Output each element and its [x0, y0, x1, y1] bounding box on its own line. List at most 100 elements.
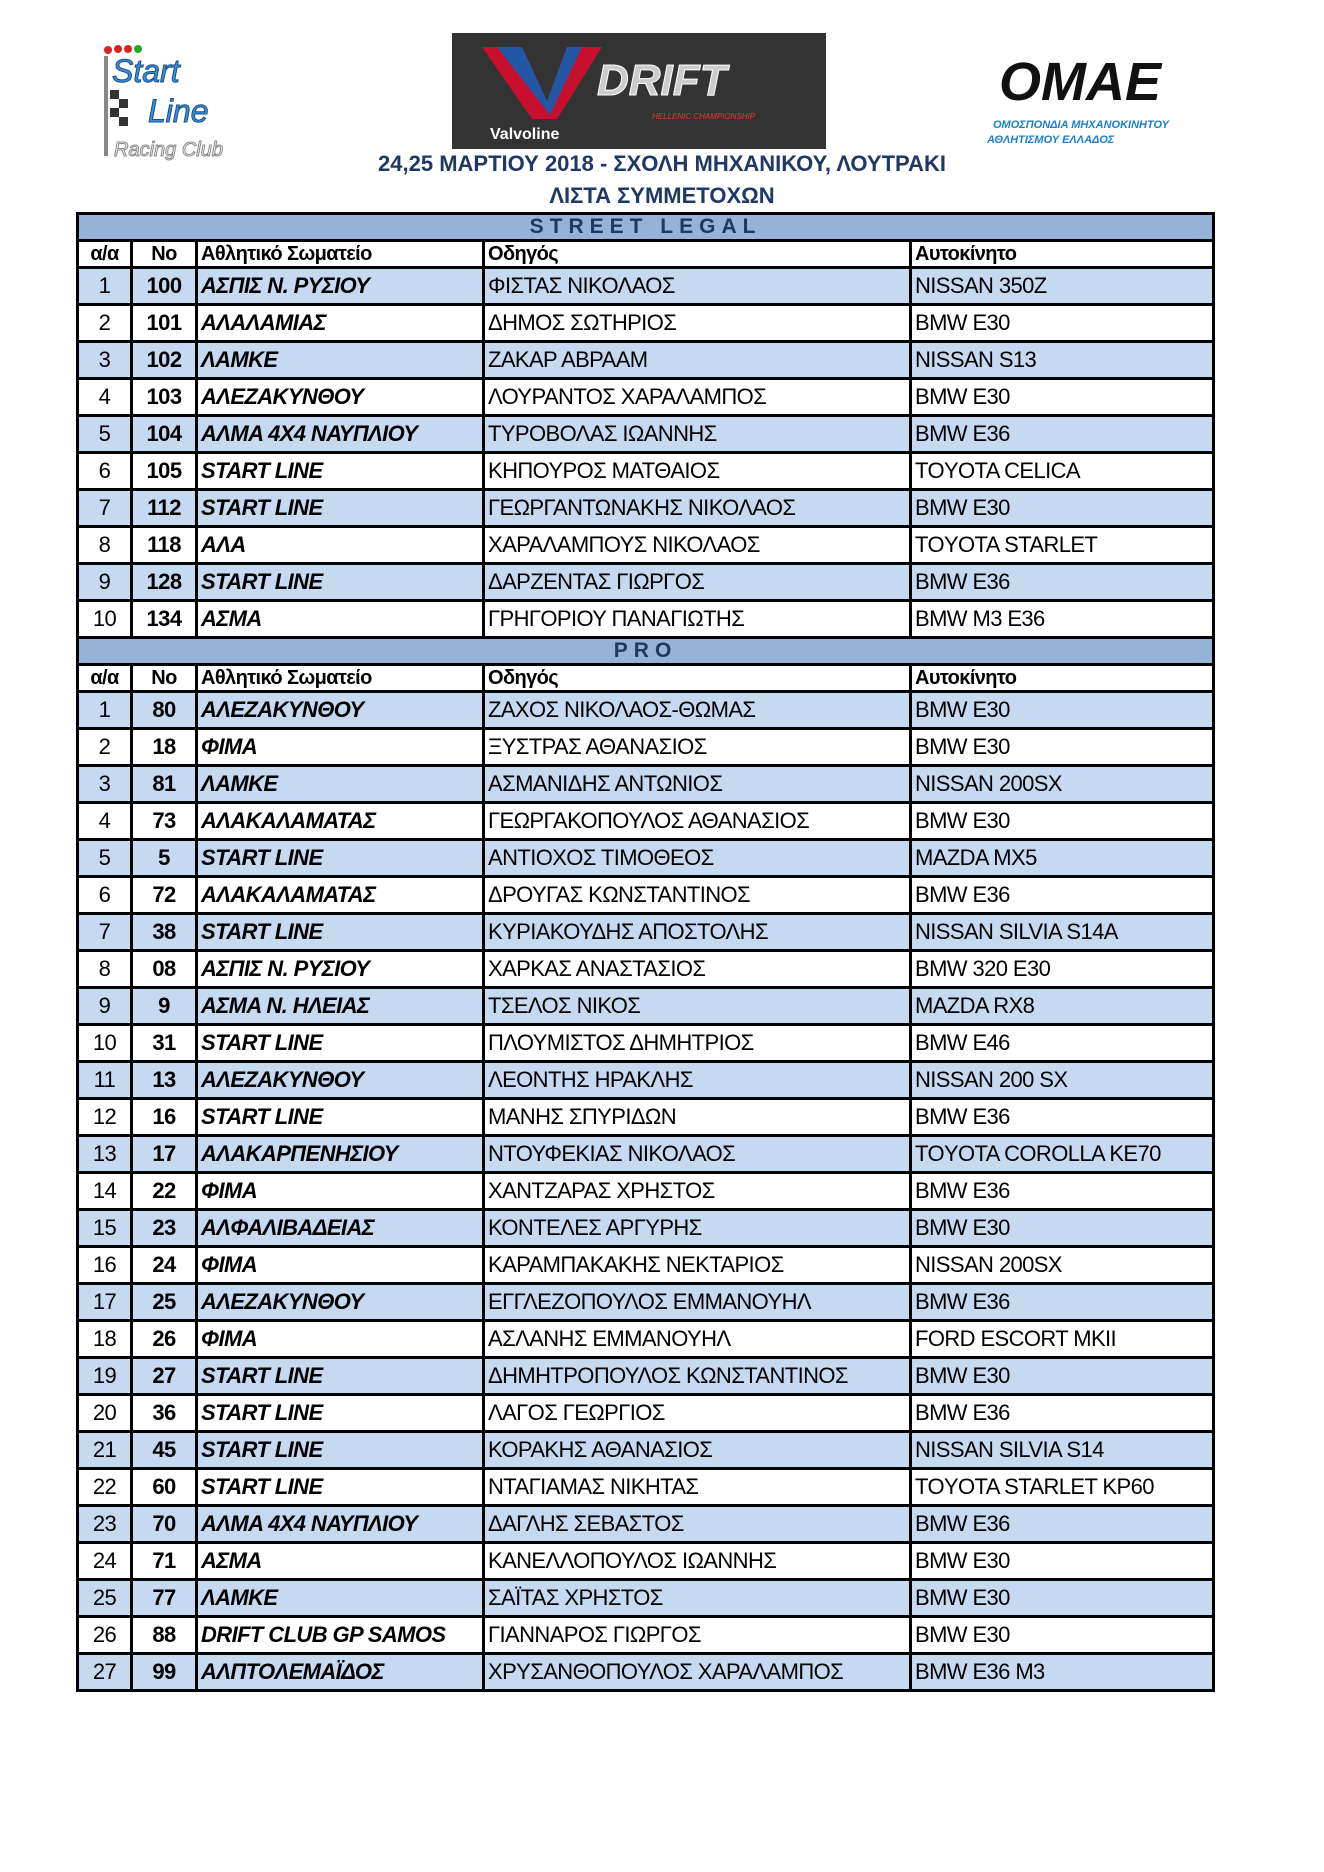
table-row: 8 08 ΑΣΠΙΣ Ν. ΡΥΣΙΟΥ ΧΑΡΚΑΣ ΑΝΑΣΤΑΣΙΟΣ BMW 3…	[76, 949, 1216, 989]
club-cell: START LINE	[195, 838, 485, 878]
club-cell: START LINE	[195, 1467, 485, 1507]
table-row: 21 45 START LINE ΚΟΡΑΚΗΣ ΑΘΑΝΑΣΙΟΣ NISSAN SI…	[76, 1430, 1216, 1470]
car-cell: BMW E30	[908, 1356, 1216, 1396]
svg-text:Line: Line	[148, 93, 209, 129]
svg-text:ΑΘΛΗΤΙΣΜΟΥ ΕΛΛΑΔΟΣ: ΑΘΛΗΤΙΣΜΟΥ ΕΛΛΑΔΟΣ	[986, 134, 1115, 146]
car-cell: BMW E30	[908, 690, 1216, 730]
car-number-cell: 81	[130, 764, 198, 804]
car-cell: NISSAN 200 SX	[908, 1060, 1216, 1100]
car-cell: NISSAN SILVIA S14	[908, 1430, 1216, 1470]
car-cell: BMW E30	[908, 377, 1216, 417]
car-number-cell: 5	[130, 838, 198, 878]
column-header-driver: Οδηγός	[482, 663, 912, 693]
car-cell: BMW 320 E30	[908, 949, 1216, 989]
driver-cell: ΖΑΚΑΡ ΑΒΡΑΑΜ	[482, 340, 912, 380]
table-row: 22 60 START LINE ΝΤΑΓΙΑΜΑΣ ΝΙΚΗΤΑΣ TOYOTA ST…	[76, 1467, 1216, 1507]
club-cell: ΑΛΜΑ 4Χ4 ΝΑΥΠΛΙΟΥ	[195, 414, 485, 454]
club-cell: ΦΙΜΑ	[195, 727, 485, 767]
car-number-cell: 128	[130, 562, 198, 602]
car-cell: BMW E30	[908, 488, 1216, 528]
driver-cell: ΓΡΗΓΟΡΙΟΥ ΠΑΝΑΓΙΩΤΗΣ	[482, 599, 912, 639]
club-cell: ΑΛΦΑΛΙΒΑΔΕΙΑΣ	[195, 1208, 485, 1248]
start-line-logo: Start Line Racing Club	[100, 44, 315, 162]
table-row: 1 100 ΑΣΠΙΣ Ν. ΡΥΣΙΟΥ ΦΙΣΤΑΣ ΝΙΚΟΛΑΟΣ NISSAN…	[76, 266, 1216, 306]
club-cell: START LINE	[195, 451, 485, 491]
table-row: 13 17 ΑΛΑΚΑΡΠΕΝΗΣΙΟΥ ΝΤΟΥΦΕΚΙΑΣ ΝΙΚΟΛΑΟΣ TOY…	[76, 1134, 1216, 1174]
row-index-cell: 27	[76, 1652, 133, 1692]
table-row: 3 102 ΛΑΜΚΕ ΖΑΚΑΡ ΑΒΡΑΑΜ NISSAN S13	[76, 340, 1216, 380]
row-index-cell: 18	[76, 1319, 133, 1359]
table-row: 8 118 ΑΛΑ ΧΑΡΑΛΑΜΠΟΥΣ ΝΙΚΟΛΑΟΣ TOYOTA STARLE…	[76, 525, 1216, 565]
table-row: 4 73 ΑΛΑΚΑΛΑΜΑΤΑΣ ΓΕΩΡΓΑΚΟΠΟΥΛΟΣ ΑΘΑΝΑΣΙΟΣ B…	[76, 801, 1216, 841]
car-number-cell: 77	[130, 1578, 198, 1618]
driver-cell: ΔΗΜΟΣ ΣΩΤΗΡΙΟΣ	[482, 303, 912, 343]
driver-cell: ΑΝΤΙΟΧΟΣ ΤΙΜΟΘΕΟΣ	[482, 838, 912, 878]
row-index-cell: 10	[76, 1023, 133, 1063]
column-header-row-index: α/α	[76, 663, 133, 693]
row-index-cell: 17	[76, 1282, 133, 1322]
club-cell: ΑΛΑΚΑΛΑΜΑΤΑΣ	[195, 875, 485, 915]
car-number-cell: 23	[130, 1208, 198, 1248]
table-row: 15 23 ΑΛΦΑΛΙΒΑΔΕΙΑΣ ΚΟΝΤΕΛΕΣ ΑΡΓΥΡΗΣ BMW E30	[76, 1208, 1216, 1248]
table-row: 9 9 ΑΣΜΑ Ν. ΗΛΕΙΑΣ ΤΣΕΛΟΣ ΝΙΚΟΣ MAZDA RX8	[76, 986, 1216, 1026]
car-cell: BMW E30	[908, 1578, 1216, 1618]
row-index-cell: 11	[76, 1060, 133, 1100]
column-header-row: α/α Νο Αθλητικό Σωματείο Οδηγός Αυτοκίνητο	[76, 239, 1216, 269]
car-cell: BMW E36	[908, 1171, 1216, 1211]
table-row: 2 18 ΦΙΜΑ ΞΥΣΤΡΑΣ ΑΘΑΝΑΣΙΟΣ BMW E30	[76, 727, 1216, 767]
table-row: 20 36 START LINE ΛΑΓΟΣ ΓΕΩΡΓΙΟΣ BMW E36	[76, 1393, 1216, 1433]
row-index-cell: 15	[76, 1208, 133, 1248]
car-cell: BMW E36	[908, 562, 1216, 602]
car-number-cell: 60	[130, 1467, 198, 1507]
row-index-cell: 21	[76, 1430, 133, 1470]
car-cell: NISSAN S13	[908, 340, 1216, 380]
svg-text:DRIFT: DRIFT	[597, 56, 730, 105]
club-cell: ΑΛΜΑ 4Χ4 ΝΑΥΠΛΙΟΥ	[195, 1504, 485, 1544]
car-cell: NISSAN 200SX	[908, 764, 1216, 804]
club-cell: START LINE	[195, 1023, 485, 1063]
car-cell: BMW E36	[908, 414, 1216, 454]
car-number-cell: 13	[130, 1060, 198, 1100]
section-title: STREET LEGAL	[75, 212, 1216, 242]
driver-cell: ΤΥΡΟΒΟΛΑΣ ΙΩΑΝΝΗΣ	[482, 414, 912, 454]
driver-cell: ΦΙΣΤΑΣ ΝΙΚΟΛΑΟΣ	[482, 266, 912, 306]
car-number-cell: 104	[130, 414, 198, 454]
club-cell: ΦΙΜΑ	[195, 1171, 485, 1211]
row-index-cell: 5	[76, 414, 133, 454]
table-row: 10 134 ΑΣΜΑ ΓΡΗΓΟΡΙΟΥ ΠΑΝΑΓΙΩΤΗΣ BMW M3 E36	[76, 599, 1216, 639]
car-number-cell: 102	[130, 340, 198, 380]
svg-text:HELLENIC CHAMPIONSHIP: HELLENIC CHAMPIONSHIP	[652, 112, 756, 121]
car-cell: NISSAN 350Z	[908, 266, 1216, 306]
section-title: PRO	[75, 636, 1216, 666]
row-index-cell: 1	[76, 690, 133, 730]
car-number-cell: 70	[130, 1504, 198, 1544]
table-row: 14 22 ΦΙΜΑ ΧΑΝΤΖΑΡΑΣ ΧΡΗΣΤΟΣ BMW E36	[76, 1171, 1216, 1211]
driver-cell: ΝΤΟΥΦΕΚΙΑΣ ΝΙΚΟΛΑΟΣ	[482, 1134, 912, 1174]
driver-cell: ΕΓΓΛΕΖΟΠΟΥΛΟΣ ΕΜΜΑΝΟΥΗΛ	[482, 1282, 912, 1322]
driver-cell: ΚΥΡΙΑΚΟΥΔΗΣ ΑΠΟΣΤΟΛΗΣ	[482, 912, 912, 952]
table-row: 3 81 ΛΑΜΚΕ ΑΣΜΑΝΙΔΗΣ ΑΝΤΩΝΙΟΣ NISSAN 200SX	[76, 764, 1216, 804]
car-cell: BMW E30	[908, 1541, 1216, 1581]
svg-text:Start: Start	[112, 53, 181, 89]
club-cell: START LINE	[195, 488, 485, 528]
table-row: 5 104 ΑΛΜΑ 4Χ4 ΝΑΥΠΛΙΟΥ ΤΥΡΟΒΟΛΑΣ ΙΩΑΝΝΗΣ BM…	[76, 414, 1216, 454]
driver-cell: ΧΡΥΣΑΝΘΟΠΟΥΛΟΣ ΧΑΡΑΛΑΜΠΟΣ	[482, 1652, 912, 1692]
row-index-cell: 26	[76, 1615, 133, 1655]
car-cell: BMW E36	[908, 1504, 1216, 1544]
table-row: 6 72 ΑΛΑΚΑΛΑΜΑΤΑΣ ΔΡΟΥΓΑΣ ΚΩΝΣΤΑΝΤΙΝΟΣ BMW E…	[76, 875, 1216, 915]
section-header: PRO	[75, 636, 1216, 666]
svg-text:ΟΜΟΣΠΟΝΔΙΑ ΜΗΧΑΝΟΚΙΝΗΤΟΥ: ΟΜΟΣΠΟΝΔΙΑ ΜΗΧΑΝΟΚΙΝΗΤΟΥ	[993, 119, 1171, 131]
table-row: 7 112 START LINE ΓΕΩΡΓΑΝΤΩΝΑΚΗΣ ΝΙΚΟΛΑΟΣ BMW…	[76, 488, 1216, 528]
car-number-cell: 26	[130, 1319, 198, 1359]
column-header-car: Αυτοκίνητο	[908, 239, 1216, 269]
club-cell: ΑΣΠΙΣ Ν. ΡΥΣΙΟΥ	[195, 949, 485, 989]
club-cell: ΑΣΜΑ Ν. ΗΛΕΙΑΣ	[195, 986, 485, 1026]
car-number-cell: 16	[130, 1097, 198, 1137]
driver-cell: ΔΡΟΥΓΑΣ ΚΩΝΣΤΑΝΤΙΝΟΣ	[482, 875, 912, 915]
row-index-cell: 13	[76, 1134, 133, 1174]
car-number-cell: 99	[130, 1652, 198, 1692]
table-row: 6 105 START LINE ΚΗΠΟΥΡΟΣ ΜΑΤΘΑΙΟΣ TOYOTA CE…	[76, 451, 1216, 491]
table-row: 27 99 ΑΛΠΤΟΛΕΜΑΪΔΟΣ ΧΡΥΣΑΝΘΟΠΟΥΛΟΣ ΧΑΡΑΛΑΜΠ…	[76, 1652, 1216, 1692]
svg-text:OMAE: OMAE	[999, 52, 1163, 112]
row-index-cell: 6	[76, 451, 133, 491]
